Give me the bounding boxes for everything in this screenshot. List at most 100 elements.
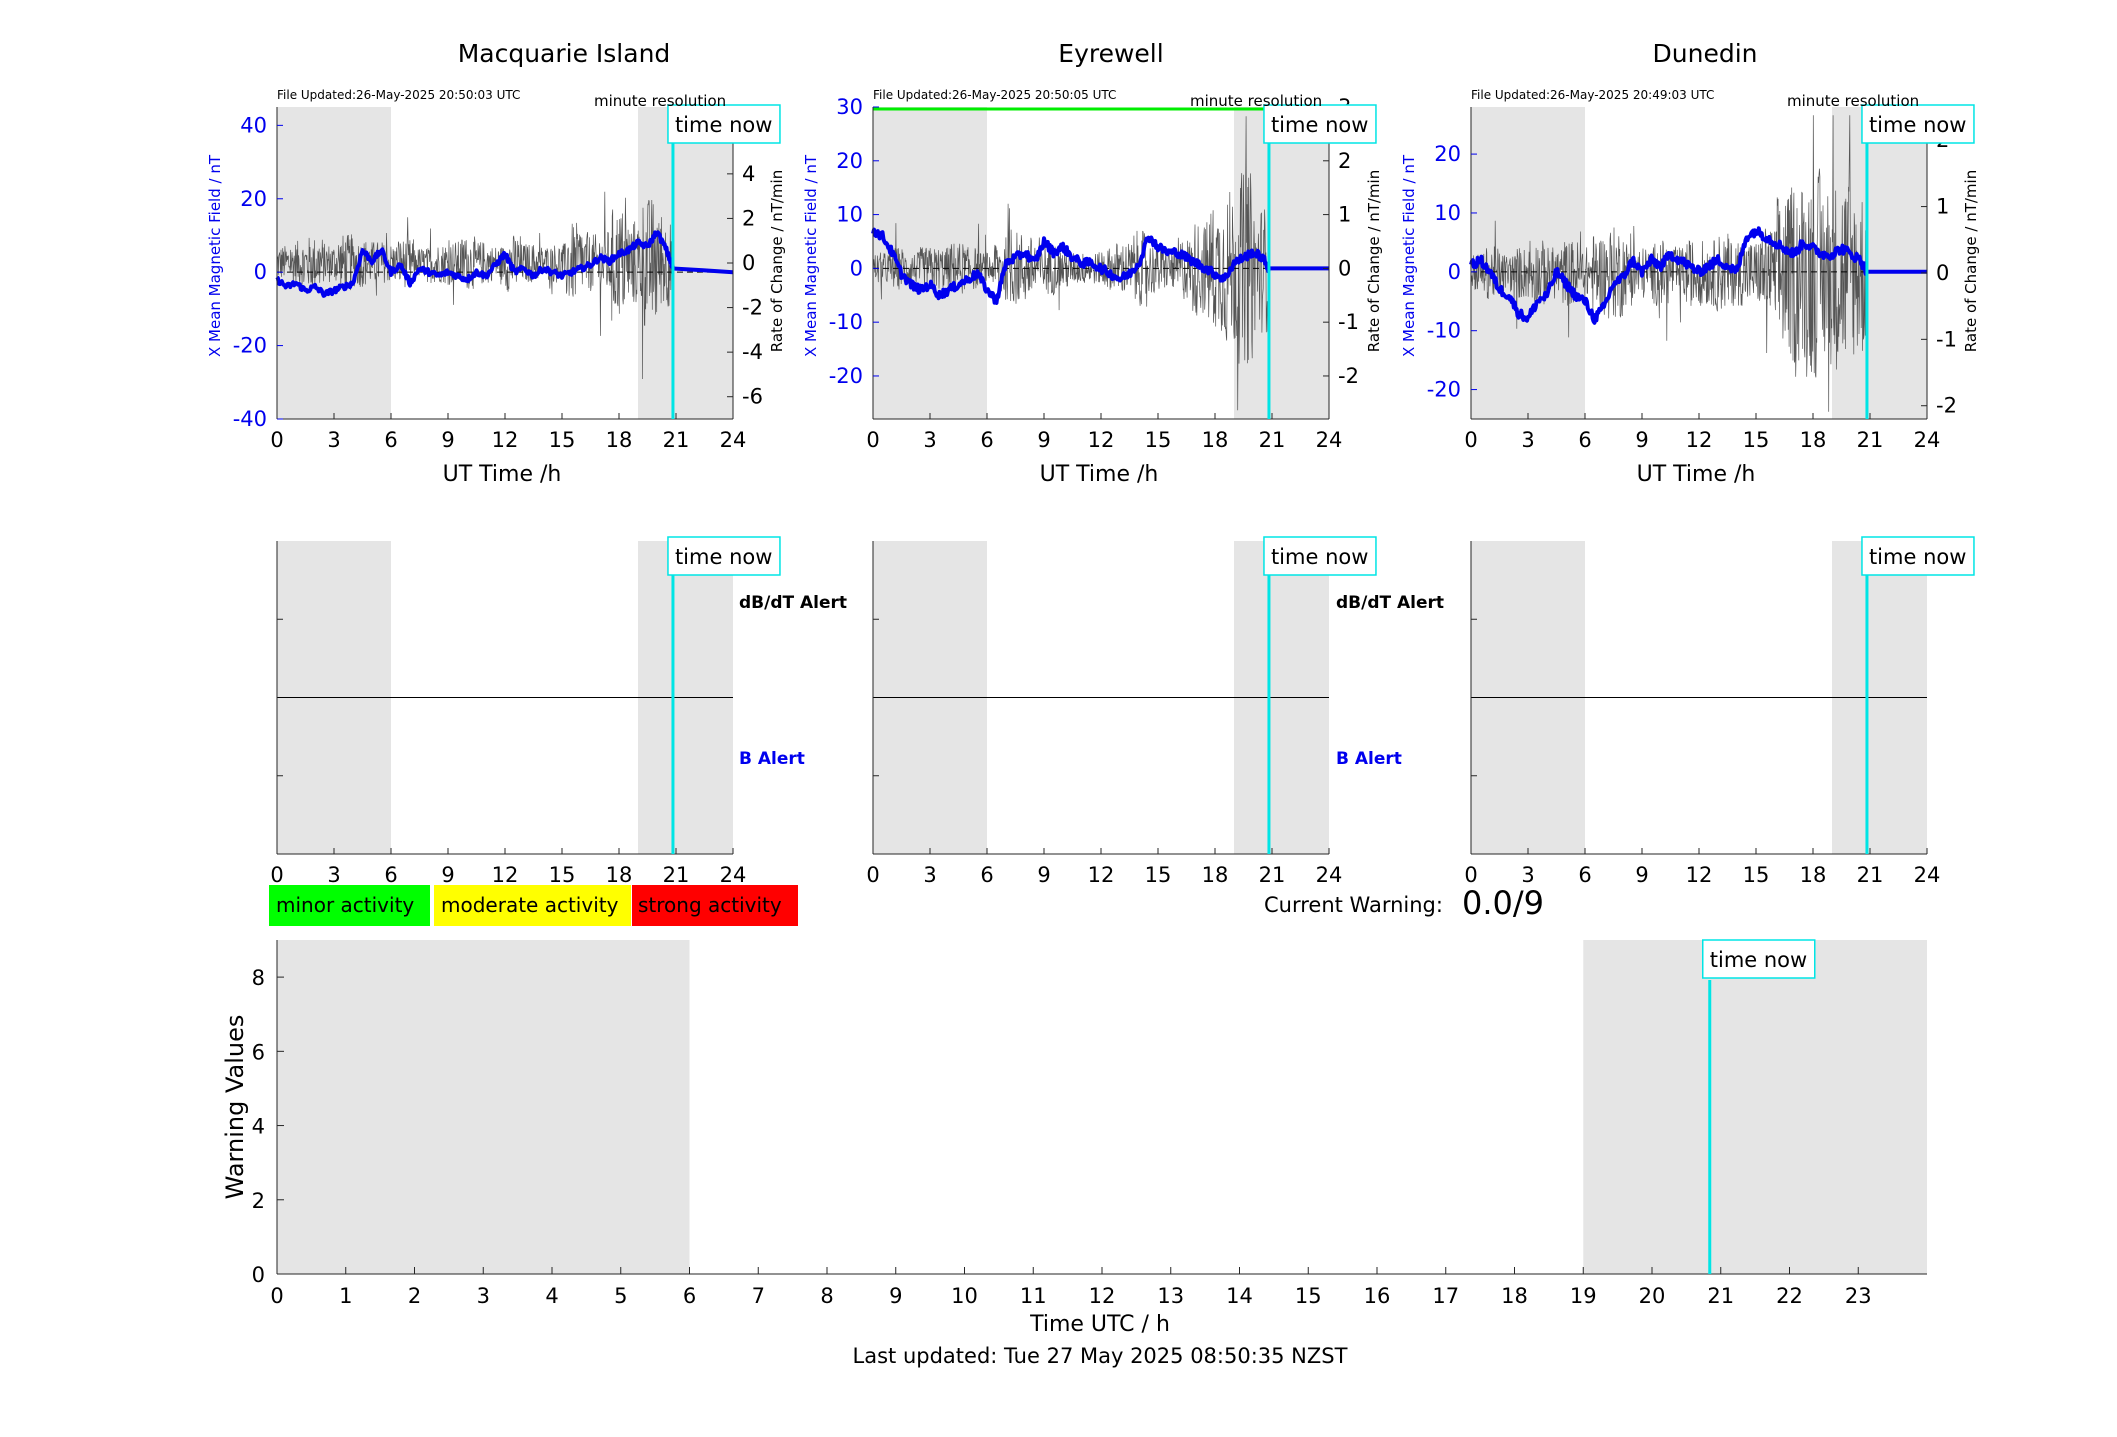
x-tick-label: 12	[1686, 863, 1713, 887]
x-tick-label: 12	[1088, 863, 1115, 887]
warning-x-tick-label: 6	[683, 1284, 696, 1308]
left-ylabel-eyrewell: X Mean Magnetic Field / nT	[802, 154, 820, 357]
x-tick-label: 6	[1578, 863, 1591, 887]
time-now-label: time now	[1869, 113, 1966, 137]
time-now-label: time now	[1869, 545, 1966, 569]
time-now-label: time now	[675, 113, 772, 137]
night-shade-0	[1471, 107, 1585, 419]
right-y-tick-label: 2	[1338, 149, 1351, 173]
right-y-tick-label: 0	[1338, 256, 1351, 280]
x-tick-label: 12	[492, 863, 519, 887]
time-now-label: time now	[1271, 113, 1368, 137]
time-now-box	[1861, 536, 1975, 576]
station-title-dunedin: Dunedin	[1653, 39, 1758, 68]
warning-x-tick-label: 20	[1639, 1284, 1666, 1308]
right-y-tick-label: -2	[1936, 394, 1957, 418]
legend-strong-label: strong activity	[638, 893, 782, 917]
warning-x-tick-label: 17	[1432, 1284, 1459, 1308]
warning-x-tick-label: 23	[1845, 1284, 1872, 1308]
x-tick-label: 24	[1914, 863, 1941, 887]
x-tick-label: 18	[1202, 863, 1229, 887]
right-y-tick-label: 0	[1936, 261, 1949, 285]
warning-x-tick-label: 12	[1089, 1284, 1116, 1308]
time-now-label: time now	[1710, 948, 1807, 972]
left-y-tick-label: -10	[1427, 319, 1461, 343]
warning-y-tick-label: 2	[252, 1189, 265, 1213]
time-now-box	[1702, 939, 1816, 979]
current-warning-value: 0.0/9	[1462, 884, 1544, 922]
right-y-tick-label: 4	[742, 162, 755, 186]
dbdt-alert-label-macquarie: dB/dT Alert	[739, 593, 847, 613]
legend-minor-label: minor activity	[276, 893, 414, 917]
left-ylabel-dunedin: X Mean Magnetic Field / nT	[1400, 154, 1418, 357]
x-tick-label: 18	[606, 428, 633, 452]
resolution-label-dunedin: minute resolution	[1787, 92, 1919, 110]
time-now-box	[1263, 104, 1377, 144]
legend-minor-swatch	[269, 885, 430, 926]
figure-layer: -40-2002040-6-4-2024603691215182124time …	[233, 95, 1975, 1308]
x-tick-label: 21	[1259, 428, 1286, 452]
left-y-tick-label: 30	[836, 95, 863, 119]
warning-x-tick-label: 4	[545, 1284, 558, 1308]
x-tick-label: 0	[270, 863, 283, 887]
left-y-tick-label: 20	[240, 187, 267, 211]
x-tick-label: 9	[1037, 428, 1050, 452]
x-tick-label: 21	[1259, 863, 1286, 887]
right-y-tick-label: 0	[742, 251, 755, 275]
x-tick-label: 6	[980, 863, 993, 887]
x-tick-label: 3	[1521, 428, 1534, 452]
x-tick-label: 24	[720, 428, 747, 452]
warning-x-tick-label: 16	[1364, 1284, 1391, 1308]
x-tick-label: 21	[1857, 863, 1884, 887]
magnetic-field-series	[275, 230, 734, 298]
xlabel-macquarie: UT Time /h	[443, 462, 562, 487]
x-tick-label: 9	[1037, 863, 1050, 887]
time-now-label: time now	[1271, 545, 1368, 569]
right-ylabel-macquarie: Rate of Change / nT/min	[768, 170, 786, 352]
warning-x-tick-label: 11	[1020, 1284, 1047, 1308]
x-tick-label: 21	[663, 863, 690, 887]
left-y-tick-label: 0	[1448, 260, 1461, 284]
warning-ylabel: Warning Values	[221, 1015, 249, 1200]
left-y-tick-label: 10	[1434, 201, 1461, 225]
x-tick-label: 15	[1145, 428, 1172, 452]
x-tick-label: 6	[980, 428, 993, 452]
current-warning-label: Current Warning:	[1264, 893, 1443, 917]
rate-of-change-series	[276, 191, 674, 380]
x-tick-label: 21	[1857, 428, 1884, 452]
b-alert-label-eyrewell: B Alert	[1336, 749, 1402, 769]
right-ylabel-eyrewell: Rate of Change / nT/min	[1365, 170, 1383, 352]
x-tick-label: 24	[720, 863, 747, 887]
right-y-tick-label: 2	[742, 206, 755, 230]
dbdt-alert-label-eyrewell: dB/dT Alert	[1336, 593, 1444, 613]
x-tick-label: 18	[1800, 428, 1827, 452]
warning-x-tick-label: 18	[1501, 1284, 1528, 1308]
file-updated-eyrewell: File Updated:26-May-2025 20:50:05 UTC	[873, 88, 1116, 102]
last-updated: Last updated: Tue 27 May 2025 08:50:35 N…	[853, 1344, 1348, 1368]
x-tick-label: 12	[1686, 428, 1713, 452]
x-tick-label: 15	[549, 428, 576, 452]
magnetic-field-series	[871, 227, 1329, 305]
x-tick-label: 15	[1743, 428, 1770, 452]
warning-x-tick-label: 9	[889, 1284, 902, 1308]
time-now-label: time now	[675, 545, 772, 569]
left-y-tick-label: 0	[850, 256, 863, 280]
x-tick-label: 18	[1800, 863, 1827, 887]
left-y-tick-label: 0	[254, 260, 267, 284]
x-tick-label: 9	[1635, 428, 1648, 452]
legend-moderate-swatch	[434, 885, 631, 926]
warning-x-tick-label: 2	[408, 1284, 421, 1308]
warning-x-tick-label: 10	[951, 1284, 978, 1308]
left-y-tick-label: 20	[836, 149, 863, 173]
warning-y-tick-label: 4	[252, 1115, 265, 1139]
x-tick-label: 15	[1743, 863, 1770, 887]
warning-x-tick-label: 13	[1157, 1284, 1184, 1308]
x-tick-label: 24	[1316, 428, 1343, 452]
right-y-tick-label: 1	[1936, 195, 1949, 219]
warning-xlabel: Time UTC / h	[1029, 1312, 1170, 1337]
night-shade-0	[277, 940, 690, 1274]
right-y-tick-label: 1	[1338, 203, 1351, 227]
right-y-tick-label: -1	[1936, 327, 1957, 351]
time-now-box	[1861, 104, 1975, 144]
